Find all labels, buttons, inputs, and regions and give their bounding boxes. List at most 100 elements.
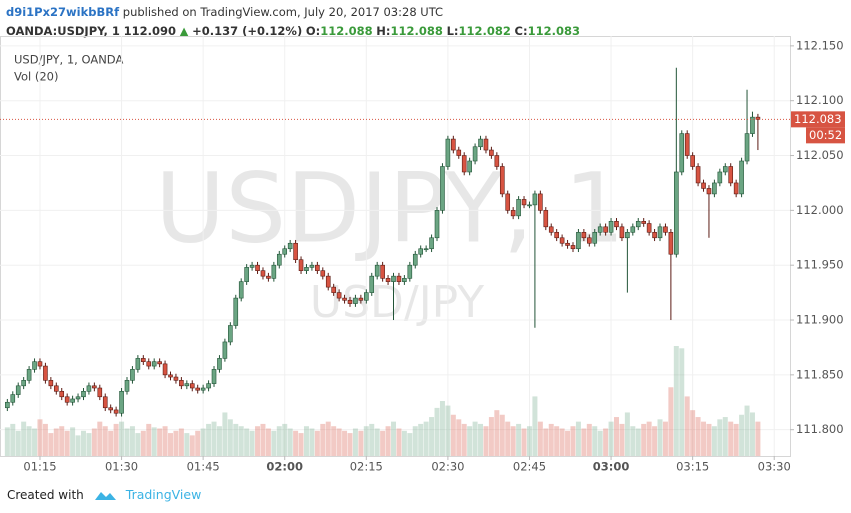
change: +0.137 (+0.12%) [192, 24, 303, 38]
y-tick-label: 111.900 [796, 313, 844, 327]
candle-body [635, 221, 641, 228]
c-value: 112.083 [527, 24, 580, 38]
candle-body [32, 361, 37, 370]
volume-bar [385, 426, 391, 456]
candle-body [418, 248, 423, 255]
candle-body [162, 363, 168, 376]
candle-body [407, 264, 413, 279]
volume-bar [227, 419, 233, 456]
volume-bar [450, 414, 456, 456]
candle-body [489, 149, 494, 156]
volume-bar [48, 433, 54, 456]
candle-body [695, 166, 701, 184]
candle-body [385, 278, 391, 282]
volume-bar [293, 430, 299, 456]
candle-body [739, 160, 744, 195]
volume-bar [722, 417, 728, 456]
volume-bar [624, 412, 630, 456]
volume-bar [184, 433, 190, 456]
volume-bar [673, 346, 679, 456]
volume-bar [168, 433, 174, 456]
volume-bar [505, 421, 511, 456]
chart: USDJPY, 1 USD/JPY USD/JPY, 1, OANDA Vol … [0, 36, 845, 474]
candle-body [130, 369, 135, 381]
volume-bar [157, 428, 163, 456]
candle-body [521, 199, 527, 206]
legend: USD/JPY, 1, OANDA [14, 53, 123, 67]
volume-bar [526, 426, 532, 456]
header-line-2: OANDA:USDJPY, 1 112.090 ▲ +0.137 (+0.12%… [6, 22, 580, 41]
candle-body [81, 391, 86, 398]
author[interactable]: d9i1Px27wikbBRf [6, 5, 120, 19]
volume-bar [135, 433, 141, 456]
volume-bar [342, 430, 348, 456]
candle-body [755, 116, 761, 120]
candle-body [451, 138, 456, 151]
candle-body [276, 253, 282, 266]
volume-bar [434, 407, 440, 456]
candle-body [587, 237, 592, 244]
volume-bar [548, 423, 554, 456]
volume-bar [407, 433, 413, 456]
volume-bar [684, 396, 690, 456]
volume-bar [575, 421, 581, 456]
candle-body [391, 275, 396, 282]
volume-bar [189, 435, 195, 456]
candle-body [53, 385, 59, 392]
candle-body [396, 275, 402, 282]
volume-bar [249, 430, 255, 456]
x-tick-label: 02:45 [513, 460, 546, 474]
volume-bar [603, 428, 609, 456]
volume-bar [641, 423, 647, 456]
candle-body [108, 407, 113, 411]
candle-body [217, 358, 222, 370]
x-tick-label: 03:30 [758, 460, 791, 474]
candle-body [690, 155, 695, 167]
candle-body [722, 166, 728, 173]
candle-body [75, 396, 81, 400]
volume-bar [140, 430, 146, 456]
watermark: USDJPY, 1 [155, 152, 625, 264]
candle-body [124, 380, 130, 392]
symbol: OANDA:USDJPY, 1 [6, 24, 120, 38]
volume-bar [532, 396, 538, 456]
volume-bar [10, 423, 16, 456]
candle-body [135, 358, 141, 370]
candle-body [157, 361, 162, 365]
candle-body [347, 299, 353, 304]
candle-body [625, 231, 630, 239]
l-label: L: [446, 24, 459, 38]
candle-body [478, 138, 483, 148]
volume-bar [129, 426, 135, 456]
volume-bar [222, 412, 228, 456]
candle-body [86, 385, 92, 392]
volume-bar [749, 412, 755, 456]
candle-body [37, 361, 43, 367]
candle-body [717, 171, 723, 184]
volume-bar [119, 421, 125, 456]
volume-bar [178, 428, 184, 456]
candle-body [364, 292, 369, 301]
last-price-label: 112.083 [794, 112, 842, 126]
volume-bar [32, 428, 38, 456]
volume-bar [314, 430, 320, 456]
candle-body [320, 270, 326, 277]
volume-bar [26, 426, 32, 456]
volume-bar [646, 421, 652, 456]
candle-body [402, 278, 407, 282]
candle-body [380, 264, 385, 279]
candle-body [614, 221, 619, 228]
volume-bar [483, 426, 489, 456]
volume-bar [619, 423, 625, 456]
candle-body [358, 297, 364, 301]
y-tick-label: 111.800 [796, 422, 844, 436]
volume-bar [570, 426, 576, 456]
candle-body [668, 231, 674, 255]
y-tick-label: 112.100 [796, 93, 844, 107]
brand[interactable]: TradingView [125, 487, 202, 502]
volume-bar [554, 426, 560, 456]
candle-body [674, 171, 679, 255]
volume-bar [630, 426, 636, 456]
volume-bar [336, 428, 342, 456]
candle-body [646, 223, 652, 233]
